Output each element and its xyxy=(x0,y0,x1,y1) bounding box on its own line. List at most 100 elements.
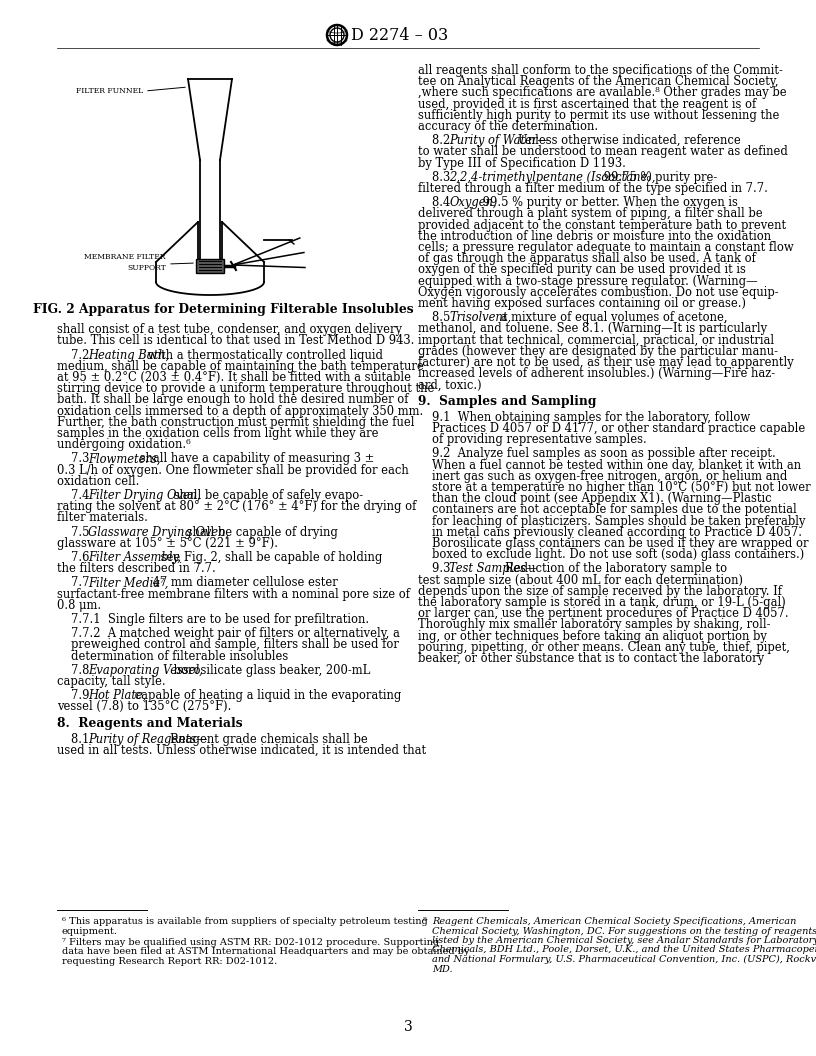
Text: test sample size (about 400 mL for each determination): test sample size (about 400 mL for each … xyxy=(418,573,743,587)
Text: 8.5: 8.5 xyxy=(432,312,454,324)
Text: determination of filterable insolubles: determination of filterable insolubles xyxy=(71,649,288,662)
Text: FILTER FUNNEL: FILTER FUNNEL xyxy=(76,87,143,95)
Text: 9.1  When obtaining samples for the laboratory, follow: 9.1 When obtaining samples for the labor… xyxy=(432,411,750,423)
Text: ,where such specifications are available.⁸ Other grades may be: ,where such specifications are available… xyxy=(418,87,787,99)
Text: 2,2,4-trimethylpentane (Isooctane),: 2,2,4-trimethylpentane (Isooctane), xyxy=(450,171,655,184)
Text: 47 mm diameter cellulose ester: 47 mm diameter cellulose ester xyxy=(149,577,338,589)
Text: capacity, tall style.: capacity, tall style. xyxy=(57,675,166,687)
Text: a mixture of equal volumes of acetone,: a mixture of equal volumes of acetone, xyxy=(497,312,727,324)
Text: 7.7.2  A matched weight pair of filters or alternatively, a: 7.7.2 A matched weight pair of filters o… xyxy=(71,627,400,640)
Text: by Type III of Specification D 1193.: by Type III of Specification D 1193. xyxy=(418,156,626,170)
Text: Evaporating Vessel,: Evaporating Vessel, xyxy=(88,664,203,677)
Text: MEMBRANE FILTER: MEMBRANE FILTER xyxy=(85,253,166,261)
Text: Purity of Water—: Purity of Water— xyxy=(450,134,549,147)
Text: facturer) are not to be used, as their use may lead to apparently: facturer) are not to be used, as their u… xyxy=(418,356,794,369)
Text: store at a temperature no higher than 10°C (50°F) but not lower: store at a temperature no higher than 10… xyxy=(432,482,810,494)
Text: at 95 ± 0.2°C (203 ± 0.4°F). It shall be fitted with a suitable: at 95 ± 0.2°C (203 ± 0.4°F). It shall be… xyxy=(57,371,411,384)
Text: 7.9: 7.9 xyxy=(71,690,93,702)
Text: Glassware Drying Oven,: Glassware Drying Oven, xyxy=(88,526,229,539)
Text: samples in the oxidation cells from light while they are: samples in the oxidation cells from ligh… xyxy=(57,427,379,440)
Text: the laboratory sample is stored in a tank, drum, or 19-L (5-gal): the laboratory sample is stored in a tan… xyxy=(418,596,786,609)
Text: tube. This cell is identical to that used in Test Method D 943.: tube. This cell is identical to that use… xyxy=(57,335,415,347)
Text: methanol, and toluene. See 8.1. (Warning—It is particularly: methanol, and toluene. See 8.1. (Warning… xyxy=(418,322,767,336)
Text: shall have a capability of measuring 3 ±: shall have a capability of measuring 3 ± xyxy=(135,452,374,466)
Text: 9.3: 9.3 xyxy=(432,563,454,576)
Text: stirring device to provide a uniform temperature throughout the: stirring device to provide a uniform tem… xyxy=(57,382,434,395)
Text: Chemicals, BDH Ltd., Poole, Dorset, U.K., and the United States Pharmacopeial: Chemicals, BDH Ltd., Poole, Dorset, U.K.… xyxy=(432,945,816,955)
Text: oxidation cells immersed to a depth of approximately 350 mm.: oxidation cells immersed to a depth of a… xyxy=(57,404,424,417)
Text: 0.3 L/h of oxygen. One flowmeter shall be provided for each: 0.3 L/h of oxygen. One flowmeter shall b… xyxy=(57,464,409,476)
Text: MD.: MD. xyxy=(432,964,453,974)
Text: shall be capable of safely evapo-: shall be capable of safely evapo- xyxy=(171,489,363,502)
Text: Flowmeters,: Flowmeters, xyxy=(88,452,161,466)
Text: of providing representative samples.: of providing representative samples. xyxy=(432,433,647,447)
Text: used in all tests. Unless otherwise indicated, it is intended that: used in all tests. Unless otherwise indi… xyxy=(57,744,426,757)
Text: 0.8 μm.: 0.8 μm. xyxy=(57,599,101,611)
Text: medium, shall be capable of maintaining the bath temperature: medium, shall be capable of maintaining … xyxy=(57,360,424,373)
Text: 7.7.1  Single filters are to be used for prefiltration.: 7.7.1 Single filters are to be used for … xyxy=(71,612,369,626)
Text: Reagent grade chemicals shall be: Reagent grade chemicals shall be xyxy=(171,733,368,746)
Text: 99.75 % purity pre-: 99.75 % purity pre- xyxy=(601,171,717,184)
Text: of gas through the apparatus shall also be used. A tank of: of gas through the apparatus shall also … xyxy=(418,252,756,265)
Text: Trisolvent,: Trisolvent, xyxy=(450,312,512,324)
Text: 8.1: 8.1 xyxy=(71,733,93,746)
Text: FIG. 2 Apparatus for Determining Filterable Insolubles: FIG. 2 Apparatus for Determining Filtera… xyxy=(33,303,414,316)
Text: data have been filed at ASTM International Headquarters and may be obtained by: data have been filed at ASTM Internation… xyxy=(62,947,469,957)
Bar xyxy=(196,259,224,274)
Text: inert gas such as oxygen-free nitrogen, argon, or helium and: inert gas such as oxygen-free nitrogen, … xyxy=(432,470,787,483)
Text: Reduction of the laboratory sample to: Reduction of the laboratory sample to xyxy=(505,563,728,576)
Text: 3: 3 xyxy=(404,1020,412,1034)
Text: 8.3: 8.3 xyxy=(432,171,454,184)
Text: or larger can, use the pertinent procedures of Practice D 4057.: or larger can, use the pertinent procedu… xyxy=(418,607,788,620)
Text: ⁶ This apparatus is available from suppliers of specialty petroleum testing: ⁶ This apparatus is available from suppl… xyxy=(62,917,428,926)
Text: used, provided it is first ascertained that the reagent is of: used, provided it is first ascertained t… xyxy=(418,97,756,111)
Text: to water shall be understood to mean reagent water as defined: to water shall be understood to mean rea… xyxy=(418,146,788,158)
Text: 7.5: 7.5 xyxy=(71,526,93,539)
Text: boxed to exclude light. Do not use soft (soda) glass containers.): boxed to exclude light. Do not use soft … xyxy=(432,548,805,562)
Text: shall be capable of drying: shall be capable of drying xyxy=(184,526,338,539)
Text: Oxygen vigorously accelerates combustion. Do not use equip-: Oxygen vigorously accelerates combustion… xyxy=(418,286,778,299)
Text: preweighed control and sample, filters shall be used for: preweighed control and sample, filters s… xyxy=(71,639,399,652)
Text: all reagents shall conform to the specifications of the Commit-: all reagents shall conform to the specif… xyxy=(418,64,783,77)
Text: ⁸: ⁸ xyxy=(423,917,430,926)
Text: listed by the American Chemical Society, see Analar Standards for Laboratory: listed by the American Chemical Society,… xyxy=(432,936,816,945)
Text: delivered through a plant system of piping, a filter shall be: delivered through a plant system of pipi… xyxy=(418,207,763,221)
Text: than the cloud point (see Appendix X1). (Warning—Plastic: than the cloud point (see Appendix X1). … xyxy=(432,492,772,505)
Text: Oxygen,: Oxygen, xyxy=(450,196,497,209)
Text: oxygen of the specified purity can be used provided it is: oxygen of the specified purity can be us… xyxy=(418,263,746,277)
Text: vessel (7.8) to 135°C (275°F).: vessel (7.8) to 135°C (275°F). xyxy=(57,700,232,714)
Text: 7.7: 7.7 xyxy=(71,577,93,589)
Text: filtered through a filter medium of the type specified in 7.7.: filtered through a filter medium of the … xyxy=(418,182,768,195)
Text: Practices D 4057 or D 4177, or other standard practice capable: Practices D 4057 or D 4177, or other sta… xyxy=(432,422,805,435)
Text: ing, or other techniques before taking an aliquot portion by: ing, or other techniques before taking a… xyxy=(418,629,767,643)
Text: filter materials.: filter materials. xyxy=(57,511,148,525)
Text: Chemical Society, Washington, DC. For suggestions on the testing of reagents not: Chemical Society, Washington, DC. For su… xyxy=(432,926,816,936)
Text: equipment.: equipment. xyxy=(62,926,118,936)
Text: important that technical, commercial, practical, or industrial: important that technical, commercial, pr… xyxy=(418,334,774,346)
Text: Further, the bath construction must permit shielding the fuel: Further, the bath construction must perm… xyxy=(57,416,415,429)
Text: with a thermostatically controlled liquid: with a thermostatically controlled liqui… xyxy=(144,348,384,361)
Text: surfactant-free membrane filters with a nominal pore size of: surfactant-free membrane filters with a … xyxy=(57,587,410,601)
Text: Test Samples—: Test Samples— xyxy=(450,563,538,576)
Text: Purity of Reagents—: Purity of Reagents— xyxy=(88,733,208,746)
Text: see Fig. 2, shall be capable of holding: see Fig. 2, shall be capable of holding xyxy=(157,551,383,564)
Text: increased levels of adherent insolubles.) (Warning—Fire haz-: increased levels of adherent insolubles.… xyxy=(418,367,775,380)
Text: 7.2: 7.2 xyxy=(71,348,93,361)
Text: shall consist of a test tube, condenser, and oxygen delivery: shall consist of a test tube, condenser,… xyxy=(57,323,402,336)
Text: provided adjacent to the constant temperature bath to prevent: provided adjacent to the constant temper… xyxy=(418,219,786,231)
Text: Reagent Chemicals, American Chemical Society Specifications, American: Reagent Chemicals, American Chemical Soc… xyxy=(432,917,796,926)
Text: the introduction of line debris or moisture into the oxidation: the introduction of line debris or moist… xyxy=(418,230,771,243)
Text: requesting Research Report RR: D02-1012.: requesting Research Report RR: D02-1012. xyxy=(62,957,277,966)
Text: Filter Assembly,: Filter Assembly, xyxy=(88,551,181,564)
Text: Filter Drying Oven,: Filter Drying Oven, xyxy=(88,489,201,502)
Text: Borosilicate glass containers can be used if they are wrapped or: Borosilicate glass containers can be use… xyxy=(432,538,809,550)
Text: and National Formulary, U.S. Pharmaceutical Convention, Inc. (USPC), Rockville,: and National Formulary, U.S. Pharmaceuti… xyxy=(432,955,816,964)
Text: grades (however they are designated by the particular manu-: grades (however they are designated by t… xyxy=(418,345,778,358)
Text: containers are not acceptable for samples due to the potential: containers are not acceptable for sample… xyxy=(432,504,796,516)
Text: D 2274 – 03: D 2274 – 03 xyxy=(351,26,448,43)
Text: 8.2: 8.2 xyxy=(432,134,454,147)
Text: beaker, or other substance that is to contact the laboratory: beaker, or other substance that is to co… xyxy=(418,653,764,665)
Text: sufficiently high purity to permit its use without lessening the: sufficiently high purity to permit its u… xyxy=(418,109,779,121)
Text: 7.6: 7.6 xyxy=(71,551,93,564)
Text: ⁷ Filters may be qualified using ASTM RR: D02-1012 procedure. Supporting: ⁷ Filters may be qualified using ASTM RR… xyxy=(62,938,439,947)
